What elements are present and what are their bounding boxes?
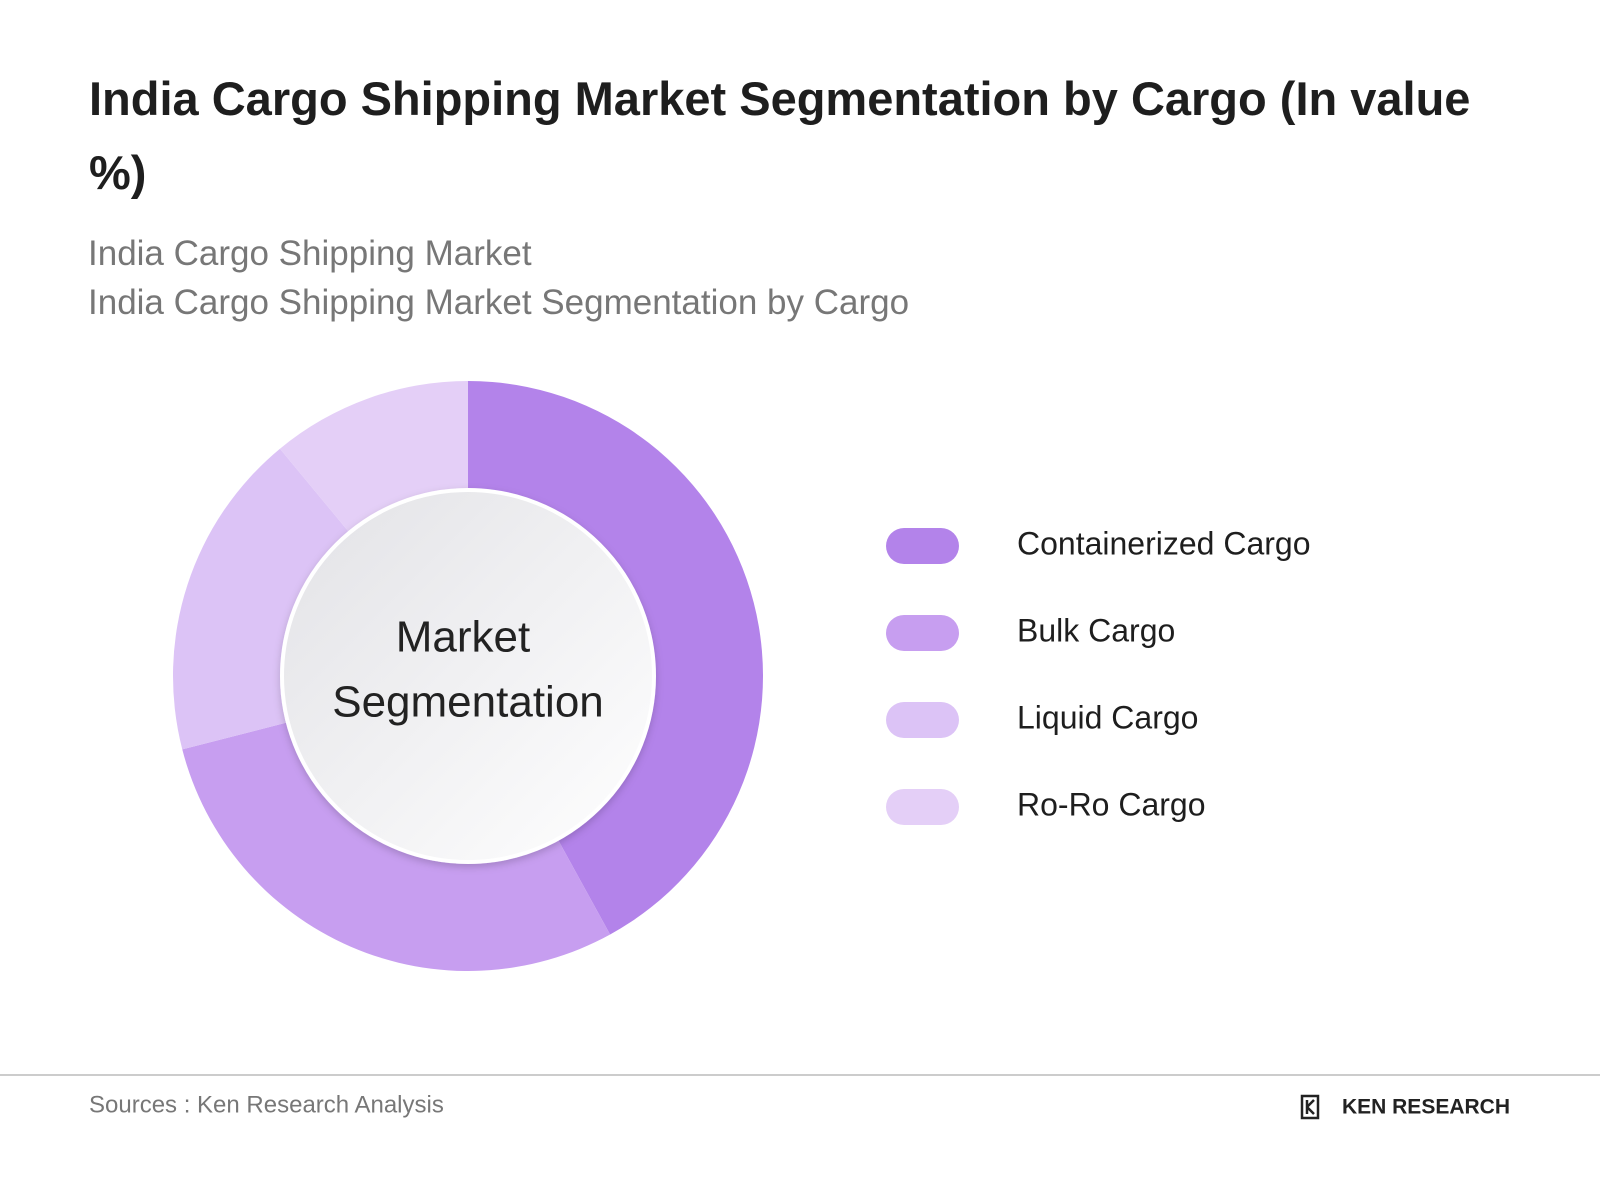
logo-text: KEN RESEARCH <box>1342 1096 1510 1119</box>
slice <box>182 722 611 971</box>
center-label: Market <box>396 613 530 662</box>
source: Sources : Ken Research Analysis <box>89 1091 444 1118</box>
slice <box>173 448 350 750</box>
legend-label: Liquid Cargo <box>1017 699 1198 735</box>
center-label: Segmentation <box>332 678 604 727</box>
legend-swatch <box>886 702 959 738</box>
legend-label: Containerized Cargo <box>1017 525 1311 561</box>
center-circle <box>280 488 656 864</box>
legend-label: Bulk Cargo <box>1017 612 1175 648</box>
legend-swatch <box>886 789 959 825</box>
logo-icon <box>1300 1094 1320 1120</box>
chart-title: India Cargo Shipping Market Segmentation… <box>89 72 1471 199</box>
slice <box>468 381 763 935</box>
subtitle: India Cargo Shipping Market Segmentation… <box>88 283 910 322</box>
logo-icon <box>1305 1099 1315 1115</box>
legend-label: Ro-Ro Cargo <box>1017 786 1206 822</box>
legend-swatch <box>886 528 959 564</box>
legend-swatch <box>886 615 959 651</box>
logo: KEN RESEARCH <box>1300 1094 1510 1120</box>
subtitle: India Cargo Shipping Market <box>88 234 532 273</box>
